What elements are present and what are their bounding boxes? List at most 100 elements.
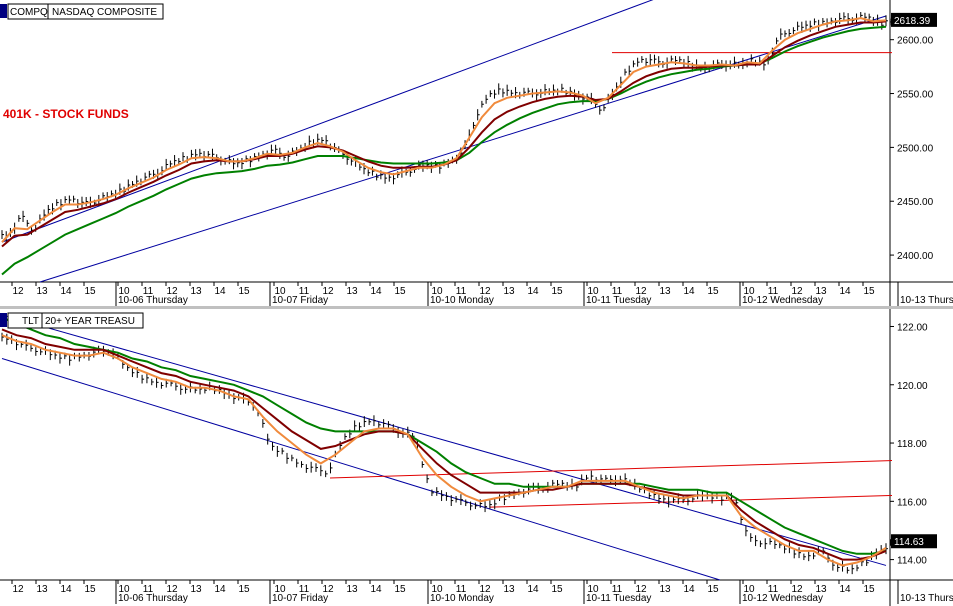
top-xtick-label: 15 <box>394 286 406 297</box>
top-xtick-label: 13 <box>36 286 48 297</box>
top-xtick-label: 12 <box>322 286 334 297</box>
bot-ema-mid-line <box>1 328 887 561</box>
bot-xtick-label: 15 <box>863 584 875 595</box>
nasdaq-panel-marker <box>0 4 7 18</box>
nasdaq-symbol: COMPQ <box>10 7 48 18</box>
top-day-label: 10-06 Thursday <box>118 295 188 306</box>
top-xtick-label: 12 <box>166 286 178 297</box>
top-xtick-label: 12 <box>12 286 24 297</box>
top-xtick-label: 11 <box>299 286 310 297</box>
tlt-name: 20+ YEAR TREASU <box>45 316 135 327</box>
bot-xtick-label: 14 <box>527 584 539 595</box>
top-xtick-label: 15 <box>707 286 719 297</box>
top-xtick-label: 14 <box>214 286 226 297</box>
bot-xtick-label: 10 <box>274 584 286 595</box>
bot-xtick-label: 12 <box>635 584 647 595</box>
top-day-label: 10-13 Thursday <box>900 295 953 306</box>
top-ytick-label: 2400.00 <box>897 251 934 262</box>
bot-xtick-label: 11 <box>299 584 310 595</box>
bot-trend-channel-line <box>1 358 721 581</box>
nasdaq-panel: 2400.00 2450.00 2500.00 2550.00 2600.00 12 13… <box>0 0 953 306</box>
bot-xtick-label: 15 <box>84 584 96 595</box>
bot-ytick-label: 114.00 <box>897 556 927 567</box>
bot-xtick-label: 11 <box>612 584 623 595</box>
nasdaq-last-value: 2618.39 <box>894 16 931 27</box>
nasdaq-symbol-box <box>7 3 164 20</box>
top-xtick-label: 14 <box>839 286 851 297</box>
bot-xtick-label: 15 <box>707 584 719 595</box>
top-xtick-label: 10 <box>274 286 286 297</box>
top-xtick-label: 12 <box>791 286 803 297</box>
bot-xtick-label: 15 <box>394 584 406 595</box>
top-xtick-label: 10 <box>431 286 443 297</box>
bot-xtick-label: 13 <box>36 584 48 595</box>
bot-xtick-label: 14 <box>60 584 72 595</box>
bot-ema-slow-line <box>1 316 887 555</box>
panel-separator[interactable] <box>0 306 953 309</box>
top-xtick-label: 14 <box>683 286 695 297</box>
bot-xtick-label: 12 <box>479 584 491 595</box>
top-ytick-label: 2550.00 <box>897 90 934 101</box>
top-xtick-label: 13 <box>815 286 827 297</box>
top-xtick-label: 11 <box>143 286 154 297</box>
top-xtick-label: 14 <box>370 286 382 297</box>
top-day-label: 10-10 Monday <box>430 295 494 306</box>
tlt-panel: 114.00 116.00 118.00 120.00 122.00 12 13 14 15 1… <box>0 309 953 606</box>
nasdaq-last-value-box <box>891 12 937 27</box>
bot-ytick-label: 118.00 <box>897 439 927 450</box>
bot-xtick-label: 11 <box>768 584 779 595</box>
bot-xtick-label: 12 <box>166 584 178 595</box>
top-xtick-label: 11 <box>612 286 623 297</box>
bot-xtick-label: 10 <box>743 584 755 595</box>
tlt-last-value: 114.63 <box>894 537 924 548</box>
top-xtick-label: 15 <box>551 286 563 297</box>
top-xtick-label: 14 <box>60 286 72 297</box>
top-day-label: 10-12 Wednesday <box>742 295 823 306</box>
top-ema-fast-line <box>1 17 887 243</box>
bot-ytick-label: 116.00 <box>897 497 927 508</box>
bot-xtick-label: 13 <box>815 584 827 595</box>
tlt-last-value-box <box>891 534 937 549</box>
bot-xtick-label: 15 <box>238 584 250 595</box>
top-xtick-label: 15 <box>84 286 96 297</box>
top-xtick-label: 13 <box>346 286 358 297</box>
bot-xtick-label: 14 <box>370 584 382 595</box>
top-xtick-label: 15 <box>863 286 875 297</box>
top-xtick-label: 11 <box>768 286 779 297</box>
bot-xtick-label: 13 <box>346 584 358 595</box>
bot-day-label: 10-07 Friday <box>272 593 328 604</box>
bot-day-label: 10-13 Thursday <box>900 593 953 604</box>
top-xtick-label: 13 <box>190 286 202 297</box>
bot-xtick-label: 14 <box>214 584 226 595</box>
bot-xtick-label: 13 <box>503 584 515 595</box>
bot-xtick-label: 11 <box>456 584 467 595</box>
bot-xtick-label: 12 <box>12 584 24 595</box>
top-xtick-label: 13 <box>503 286 515 297</box>
top-xtick-label: 10 <box>587 286 599 297</box>
bot-xtick-label: 10 <box>118 584 130 595</box>
bot-ytick-label: 120.00 <box>897 381 928 392</box>
top-xtick-label: 12 <box>479 286 491 297</box>
top-xtick-label: 10 <box>118 286 130 297</box>
bot-xtick-label: 11 <box>143 584 154 595</box>
bot-xtick-label: 12 <box>791 584 803 595</box>
top-day-label: 10-07 Friday <box>272 295 328 306</box>
bot-support-line <box>329 460 893 479</box>
top-xtick-label: 15 <box>238 286 250 297</box>
bot-support-line <box>489 494 893 508</box>
top-xtick-label: 10 <box>743 286 755 297</box>
nasdaq-name: NASDAQ COMPOSITE <box>52 7 157 18</box>
top-ytick-label: 2500.00 <box>897 143 934 154</box>
bot-xtick-label: 14 <box>683 584 695 595</box>
top-day-label: 10-11 Tuesday <box>586 295 651 306</box>
bot-day-label: 10-12 Wednesday <box>742 593 823 604</box>
tlt-panel-marker <box>0 313 7 327</box>
bot-day-label: 10-06 Thursday <box>118 593 188 604</box>
bot-ema-fast-line <box>1 334 887 567</box>
top-xtick-label: 14 <box>527 286 539 297</box>
top-xtick-label: 11 <box>456 286 467 297</box>
top-xtick-label: 12 <box>635 286 647 297</box>
bot-day-label: 10-10 Monday <box>430 593 494 604</box>
bot-xtick-label: 12 <box>322 584 334 595</box>
